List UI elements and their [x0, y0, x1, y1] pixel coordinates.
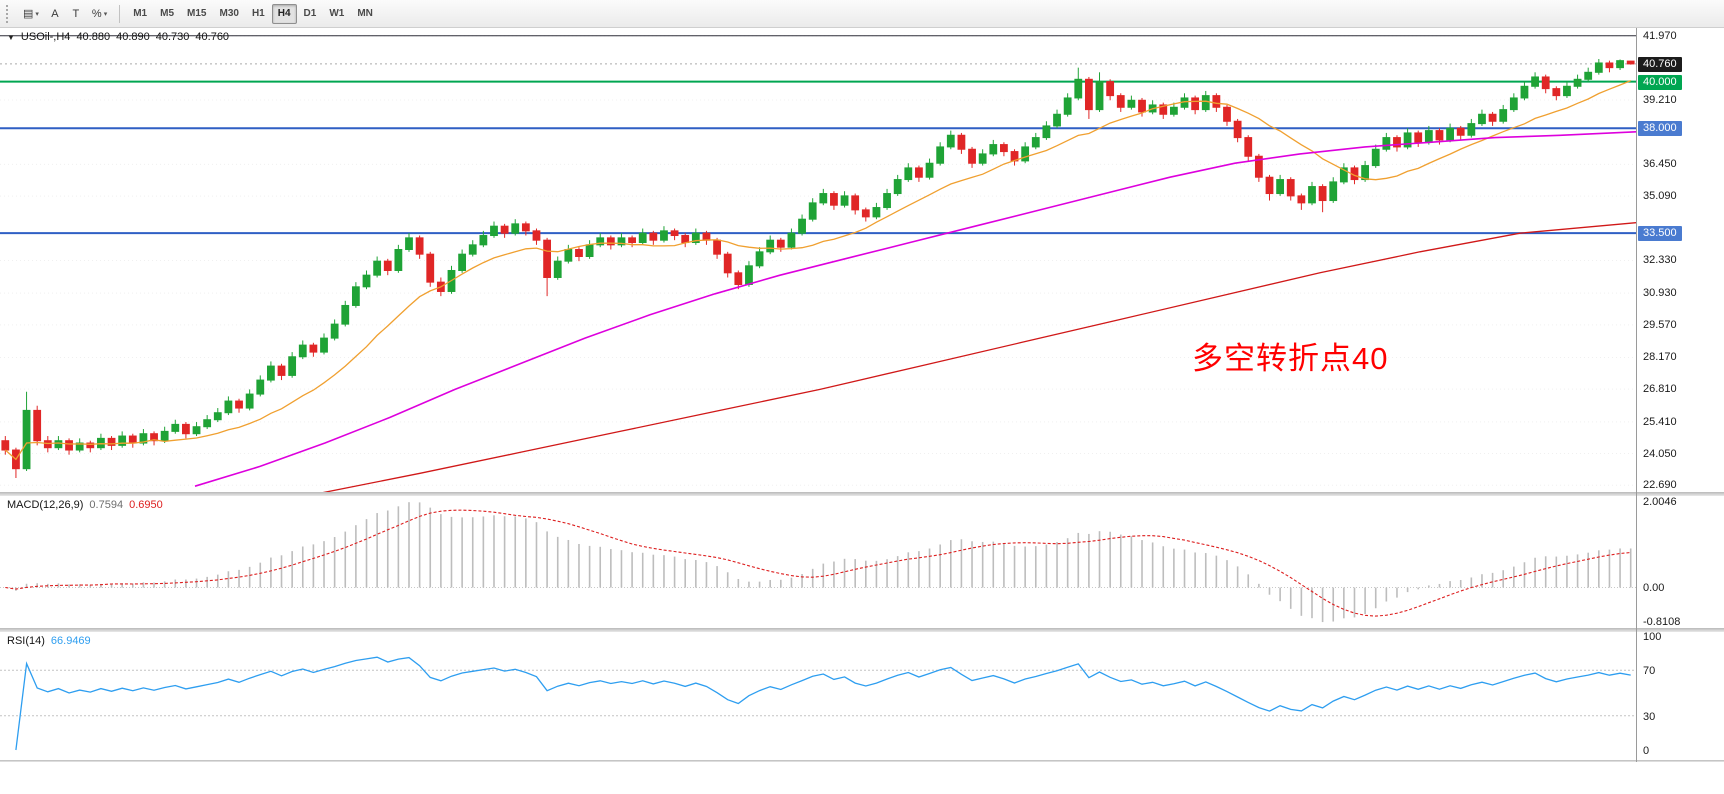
tool-button-group: ▤ ▾ A T% ▾ [18, 4, 112, 24]
timeframe-mn-button[interactable]: MN [351, 4, 379, 24]
low-value: 40.730 [155, 31, 190, 43]
symbol-name: USOil-,H4 [20, 31, 71, 43]
rsi-value: 66.9469 [50, 635, 91, 647]
pane-splitter-macd[interactable] [0, 492, 1724, 496]
price-tick-label: 26.810 [1643, 383, 1677, 396]
rsi-tick-label: 100 [1643, 631, 1662, 643]
level-38-badge: 38.000 [1638, 121, 1682, 137]
price-tick-label: 36.450 [1643, 158, 1677, 171]
pane-splitter-rsi[interactable] [0, 628, 1724, 632]
macd-signal-value: 0.6950 [129, 499, 163, 511]
rsi-tick-label: 0 [1643, 745, 1650, 757]
price-tick-label: 28.170 [1643, 351, 1677, 364]
rsi-label: RSI(14) 66.9469 [7, 635, 91, 647]
annotation-letter-icon: A [51, 7, 59, 20]
toolbar-grip[interactable] [6, 4, 12, 23]
drawing-tool-button[interactable]: % ▾ [87, 4, 112, 24]
timeframe-h1-button[interactable]: H1 [246, 4, 271, 24]
macd-tick-label: 0.00 [1643, 581, 1665, 594]
rsi-name: RSI(14) [7, 635, 45, 647]
price-tick-label: 41.970 [1643, 29, 1677, 42]
timeframe-m15-button[interactable]: M15 [181, 4, 212, 24]
chevron-down-icon: ▾ [103, 10, 108, 18]
macd-name: MACD(12,26,9) [7, 499, 84, 511]
macd-tick-label: -0.8108 [1643, 616, 1681, 629]
time-axis[interactable]: 6 May 20208 May 00:0011 May 04:0012 May … [0, 762, 1724, 794]
rsi-indicator-canvas[interactable] [0, 632, 1636, 760]
timeframe-m5-button[interactable]: M5 [154, 4, 180, 24]
text-label-button[interactable]: T [66, 4, 86, 24]
macd-indicator-canvas[interactable] [0, 496, 1636, 628]
price-tick-label: 30.930 [1643, 287, 1677, 300]
collapse-icon[interactable]: ▼ [7, 32, 15, 42]
rsi-tick-label: 70 [1643, 665, 1656, 678]
toolbar-separator [119, 4, 121, 23]
price-tick-label: 35.090 [1643, 190, 1677, 203]
high-value: 40.890 [116, 31, 150, 43]
current-price-badge: 40.760 [1638, 56, 1682, 72]
price-axis-border [1636, 28, 1637, 762]
price-chart-canvas[interactable] [0, 28, 1636, 492]
timeframe-h4-button[interactable]: H4 [271, 3, 297, 24]
time-axis-border [0, 760, 1724, 762]
toolbar: ▤ ▾ A T% ▾ M1 M5 M15 M30 H1 H4 D1 W1 MN [0, 0, 1724, 28]
chevron-down-icon: ▾ [35, 10, 39, 18]
chart-type-icon: ▤ [23, 8, 34, 20]
price-axis[interactable]: 41.970 39.210 36.450 35.090 32.330 30.930 29.5… [1636, 0, 1724, 762]
macd-label: MACD(12,26,9) 0.7594 0.6950 [7, 499, 163, 511]
macd-tick-label: 2.0046 [1643, 496, 1677, 509]
timeframe-button-group: M1 M5 M15 M30 H1 H4 D1 W1 MN [127, 3, 379, 24]
level-40-badge: 40.000 [1638, 74, 1682, 90]
drawing-tool-icon: % [91, 7, 102, 20]
rsi-tick-label: 30 [1643, 710, 1656, 723]
annotation-letter-button[interactable]: A [45, 4, 65, 24]
price-tick-label: 22.690 [1643, 479, 1677, 492]
timeframe-m30-button[interactable]: M30 [213, 4, 244, 24]
open-value: 40.880 [76, 31, 111, 43]
chart-ohlc-label: ▼ USOil-,H4 40.880 40.890 40.730 40.760 [7, 31, 229, 43]
timeframe-d1-button[interactable]: D1 [298, 4, 323, 24]
price-tick-label: 32.330 [1643, 254, 1677, 267]
macd-main-value: 0.7594 [89, 499, 124, 511]
level-33-badge: 33.500 [1638, 226, 1682, 242]
price-tick-label: 39.210 [1643, 94, 1677, 107]
chart-type-button[interactable]: ▤ ▾ [18, 4, 44, 24]
timeframe-w1-button[interactable]: W1 [323, 4, 350, 24]
price-tick-label: 29.570 [1643, 318, 1677, 331]
close-value: 40.760 [195, 31, 230, 43]
text-label-icon: T [72, 7, 80, 20]
price-tick-label: 25.410 [1643, 415, 1677, 428]
chart-annotation-text[interactable]: 多空转折点40 [1192, 341, 1389, 376]
timeframe-m1-button[interactable]: M1 [127, 4, 153, 24]
price-tick-label: 24.050 [1643, 447, 1677, 460]
